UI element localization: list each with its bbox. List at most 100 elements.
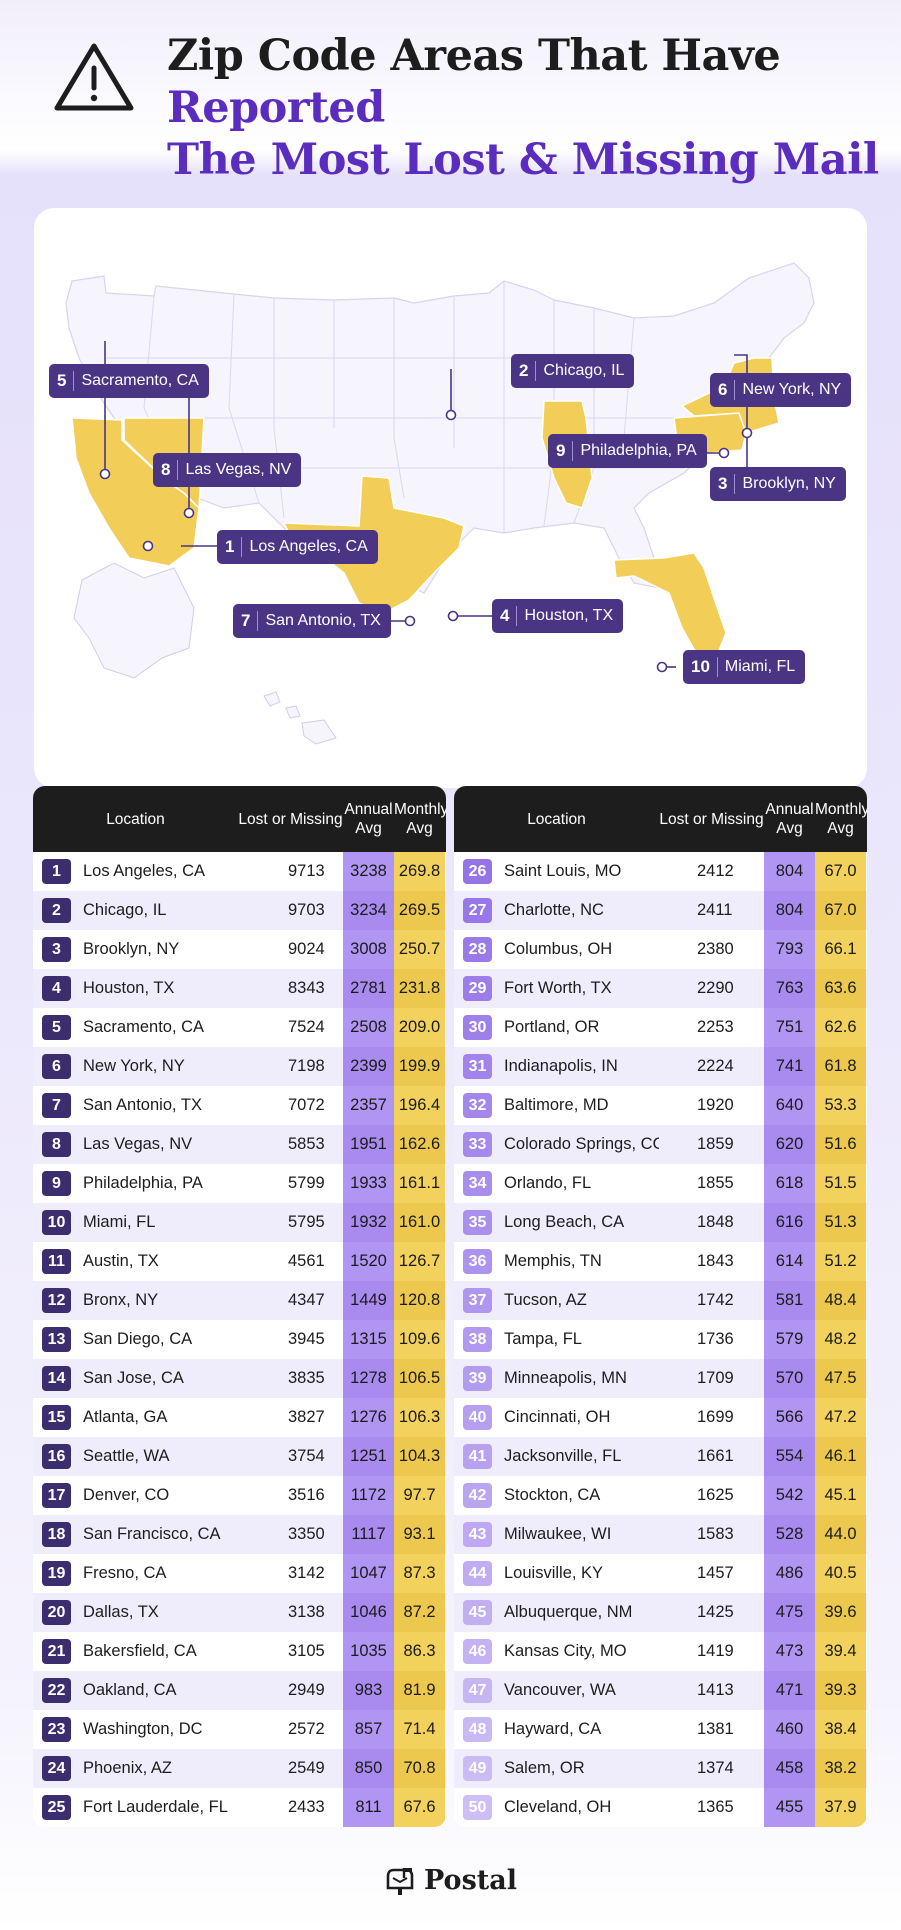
title-line2-accent: The Most Lost & Missing Mail xyxy=(167,135,879,185)
table-row: 16 Seattle, WA 3754 1251 104.3 xyxy=(33,1437,446,1476)
alaska-outline xyxy=(73,562,195,679)
location-cell: Fresno, CA xyxy=(83,1564,167,1582)
rank-badge: 48 xyxy=(463,1717,492,1742)
map-label-miami: 10 Miami, FL xyxy=(683,650,806,684)
map-base-states xyxy=(65,262,815,594)
ranking-table-left: Location Lost or Missing Annual Avg Mont… xyxy=(33,786,446,1827)
annual-avg-cell: 581 xyxy=(764,1281,815,1320)
rank-badge: 44 xyxy=(463,1561,492,1586)
location-cell: Louisville, KY xyxy=(504,1564,604,1582)
lost-cell: 1699 xyxy=(697,1408,734,1426)
monthly-avg-cell: 61.8 xyxy=(815,1047,866,1086)
lost-cell: 3350 xyxy=(288,1525,325,1543)
rank-badge: 17 xyxy=(42,1483,71,1508)
location-cell: Milwaukee, WI xyxy=(504,1525,612,1543)
lost-cell: 2412 xyxy=(697,862,734,880)
rank-badge: 50 xyxy=(463,1795,492,1820)
annual-avg-cell: 3008 xyxy=(343,930,394,969)
table-row: 40 Cincinnati, OH 1699 566 47.2 xyxy=(454,1398,867,1437)
table-row: 20 Dallas, TX 3138 1046 87.2 xyxy=(33,1593,446,1632)
location-cell: Orlando, FL xyxy=(504,1174,592,1192)
monthly-avg-cell: 39.4 xyxy=(815,1632,866,1671)
lost-cell: 1374 xyxy=(697,1759,734,1777)
rank-badge: 20 xyxy=(42,1600,71,1625)
brand-name: Postal xyxy=(423,1865,517,1896)
lost-cell: 4561 xyxy=(288,1252,325,1270)
lost-cell: 9703 xyxy=(288,901,325,919)
lost-cell: 1457 xyxy=(697,1564,734,1582)
monthly-avg-cell: 51.2 xyxy=(815,1242,866,1281)
monthly-avg-cell: 81.9 xyxy=(394,1671,445,1710)
rank-badge: 39 xyxy=(463,1366,492,1391)
lost-cell: 2224 xyxy=(697,1057,734,1075)
location-cell: Atlanta, GA xyxy=(83,1408,168,1426)
lost-cell: 3516 xyxy=(288,1486,325,1504)
table-body: 1 Los Angeles, CA 9713 3238 269.8 2 Chicago, I… xyxy=(33,852,446,1827)
annual-avg-cell: 620 xyxy=(764,1125,815,1164)
annual-avg-cell: 1449 xyxy=(343,1281,394,1320)
header: Zip Code Areas That Have Reported The Mo… xyxy=(0,0,901,185)
table-row: 3 Brooklyn, NY 9024 3008 250.7 xyxy=(33,930,446,969)
rank-badge: 10 xyxy=(42,1210,71,1235)
annual-avg-cell: 458 xyxy=(764,1749,815,1788)
rank-badge: 38 xyxy=(463,1327,492,1352)
table-row: 34 Orlando, FL 1855 618 51.5 xyxy=(454,1164,867,1203)
lost-cell: 7072 xyxy=(288,1096,325,1114)
rank-badge: 3 xyxy=(42,937,71,962)
rank-badge: 46 xyxy=(463,1639,492,1664)
rank-badge: 32 xyxy=(463,1093,492,1118)
lost-cell: 7198 xyxy=(288,1057,325,1075)
rank-badge: 15 xyxy=(42,1405,71,1430)
location-cell: New York, NY xyxy=(83,1057,185,1075)
table-body: 26 Saint Louis, MO 2412 804 67.0 27 Charlotte,… xyxy=(454,852,867,1827)
table-row: 31 Indianapolis, IN 2224 741 61.8 xyxy=(454,1047,867,1086)
location-cell: Cincinnati, OH xyxy=(504,1408,611,1426)
monthly-avg-cell: 209.0 xyxy=(394,1008,445,1047)
monthly-avg-cell: 97.7 xyxy=(394,1476,445,1515)
rank-badge: 27 xyxy=(463,898,492,923)
annual-avg-cell: 751 xyxy=(764,1008,815,1047)
monthly-avg-cell: 51.3 xyxy=(815,1203,866,1242)
map-label-philadelphia: 9 Philadelphia, PA xyxy=(548,434,707,468)
lost-cell: 2290 xyxy=(697,979,734,997)
location-cell: Indianapolis, IN xyxy=(504,1057,618,1075)
lost-cell: 5799 xyxy=(288,1174,325,1192)
table-row: 39 Minneapolis, MN 1709 570 47.5 xyxy=(454,1359,867,1398)
map-label-new-york: 6 New York, NY xyxy=(710,373,852,407)
annual-avg-cell: 471 xyxy=(764,1671,815,1710)
table-row: 43 Milwaukee, WI 1583 528 44.0 xyxy=(454,1515,867,1554)
header-monthly: Monthly Avg xyxy=(815,801,867,837)
monthly-avg-cell: 196.4 xyxy=(394,1086,445,1125)
monthly-avg-cell: 71.4 xyxy=(394,1710,445,1749)
table-row: 49 Salem, OR 1374 458 38.2 xyxy=(454,1749,867,1788)
rank-badge: 5 xyxy=(42,1015,71,1040)
lost-cell: 1419 xyxy=(697,1642,734,1660)
map-label-san-antonio: 7 San Antonio, TX xyxy=(233,604,391,638)
monthly-avg-cell: 66.1 xyxy=(815,930,866,969)
lost-cell: 3754 xyxy=(288,1447,325,1465)
monthly-avg-cell: 250.7 xyxy=(394,930,445,969)
monthly-avg-cell: 67.6 xyxy=(394,1788,445,1827)
lost-cell: 1661 xyxy=(697,1447,734,1465)
lost-cell: 1709 xyxy=(697,1369,734,1387)
annual-avg-cell: 1117 xyxy=(343,1515,394,1554)
location-cell: Chicago, IL xyxy=(83,901,167,919)
table-row: 29 Fort Worth, TX 2290 763 63.6 xyxy=(454,969,867,1008)
location-cell: Oakland, CA xyxy=(83,1681,177,1699)
annual-avg-cell: 804 xyxy=(764,852,815,891)
table-row: 33 Colorado Springs, CO 1859 620 51.6 xyxy=(454,1125,867,1164)
annual-avg-cell: 566 xyxy=(764,1398,815,1437)
annual-avg-cell: 618 xyxy=(764,1164,815,1203)
lost-cell: 3105 xyxy=(288,1642,325,1660)
lost-cell: 1625 xyxy=(697,1486,734,1504)
monthly-avg-cell: 38.2 xyxy=(815,1749,866,1788)
rank-badge: 1 xyxy=(42,859,71,884)
state-florida xyxy=(613,552,727,664)
annual-avg-cell: 2508 xyxy=(343,1008,394,1047)
table-row: 4 Houston, TX 8343 2781 231.8 xyxy=(33,969,446,1008)
monthly-avg-cell: 45.1 xyxy=(815,1476,866,1515)
monthly-avg-cell: 87.3 xyxy=(394,1554,445,1593)
location-cell: Fort Lauderdale, FL xyxy=(83,1798,228,1816)
monthly-avg-cell: 51.5 xyxy=(815,1164,866,1203)
table-row: 38 Tampa, FL 1736 579 48.2 xyxy=(454,1320,867,1359)
